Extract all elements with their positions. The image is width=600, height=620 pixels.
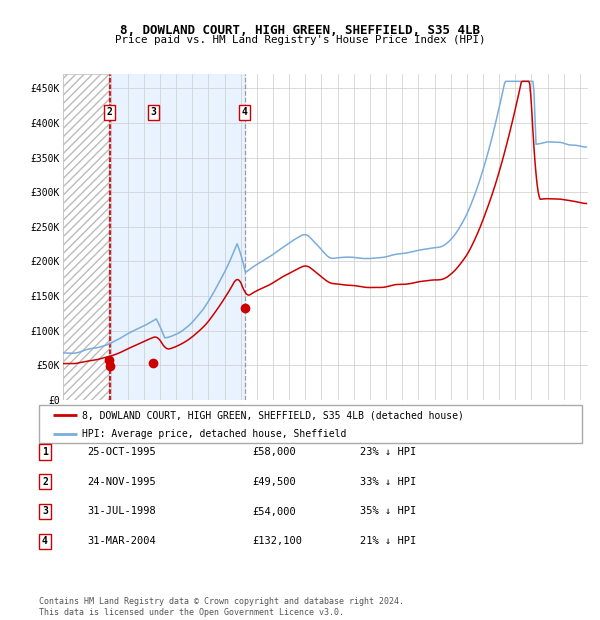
Text: 24-NOV-1995: 24-NOV-1995 [87, 477, 156, 487]
Text: Price paid vs. HM Land Registry's House Price Index (HPI): Price paid vs. HM Land Registry's House … [115, 35, 485, 45]
Text: 3: 3 [42, 507, 48, 516]
Text: Contains HM Land Registry data © Crown copyright and database right 2024.
This d: Contains HM Land Registry data © Crown c… [39, 598, 404, 617]
Text: £132,100: £132,100 [252, 536, 302, 546]
Bar [109, 74, 245, 400]
Text: 31-JUL-1998: 31-JUL-1998 [87, 507, 156, 516]
Text: 8, DOWLAND COURT, HIGH GREEN, SHEFFIELD, S35 4LB: 8, DOWLAND COURT, HIGH GREEN, SHEFFIELD,… [120, 24, 480, 37]
Text: 21% ↓ HPI: 21% ↓ HPI [360, 536, 416, 546]
Text: 33% ↓ HPI: 33% ↓ HPI [360, 477, 416, 487]
Text: 25-OCT-1995: 25-OCT-1995 [87, 447, 156, 457]
Text: £54,000: £54,000 [252, 507, 296, 516]
Text: 23% ↓ HPI: 23% ↓ HPI [360, 447, 416, 457]
Text: 2: 2 [107, 107, 113, 118]
Text: 8, DOWLAND COURT, HIGH GREEN, SHEFFIELD, S35 4LB (detached house): 8, DOWLAND COURT, HIGH GREEN, SHEFFIELD,… [82, 410, 464, 420]
Text: HPI: Average price, detached house, Sheffield: HPI: Average price, detached house, Shef… [82, 428, 347, 439]
Text: £58,000: £58,000 [252, 447, 296, 457]
Text: 3: 3 [150, 107, 156, 118]
Text: 35% ↓ HPI: 35% ↓ HPI [360, 507, 416, 516]
Text: 4: 4 [242, 107, 248, 118]
Text: 1: 1 [42, 447, 48, 457]
Text: 4: 4 [42, 536, 48, 546]
FancyBboxPatch shape [39, 405, 582, 443]
Text: 2: 2 [42, 477, 48, 487]
Bar [63, 74, 109, 400]
Text: £49,500: £49,500 [252, 477, 296, 487]
Text: 31-MAR-2004: 31-MAR-2004 [87, 536, 156, 546]
